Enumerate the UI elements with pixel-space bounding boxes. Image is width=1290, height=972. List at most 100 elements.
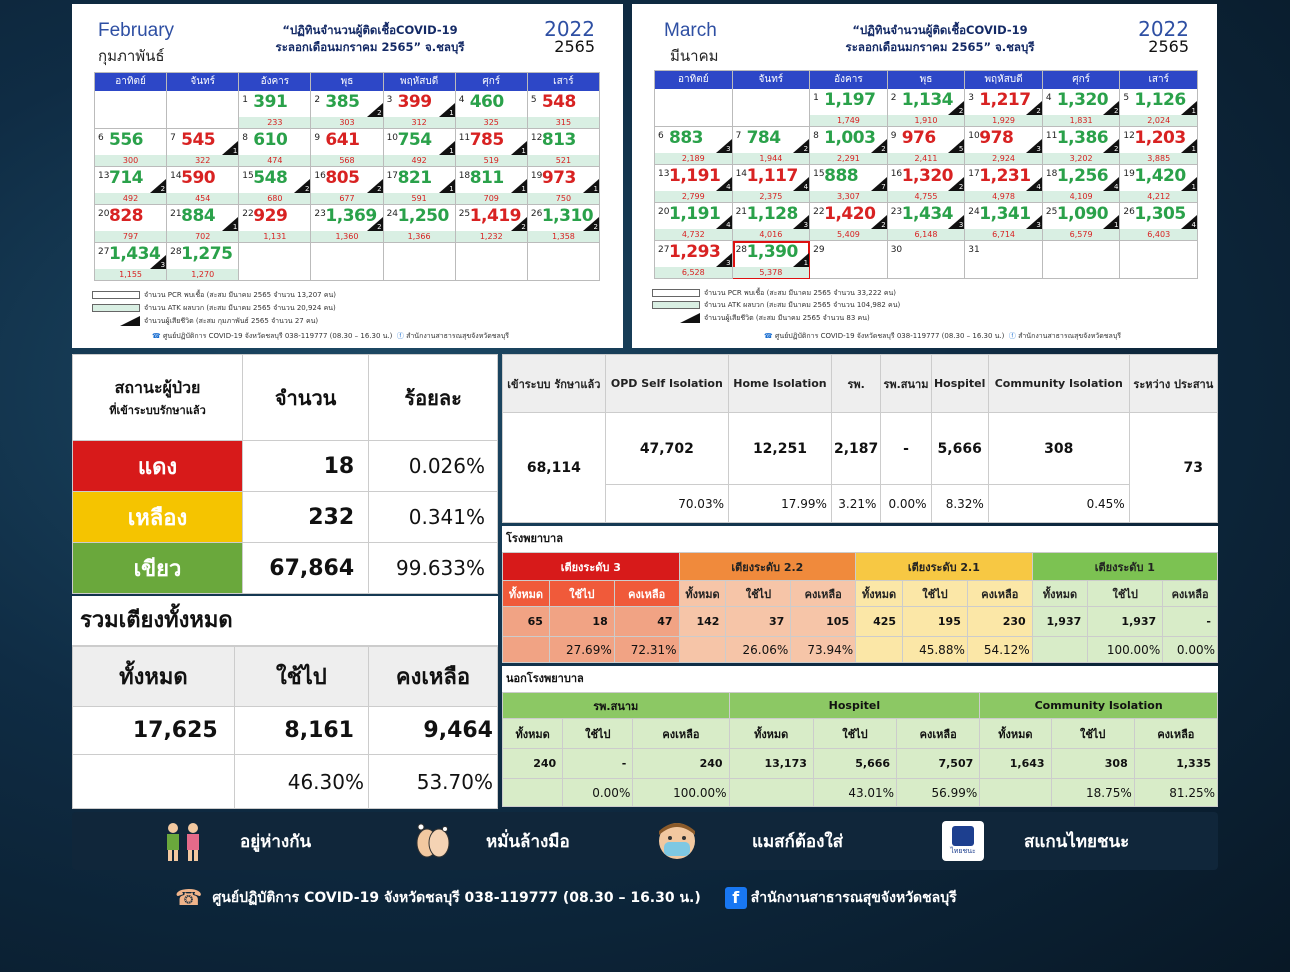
pcr-count: 754	[397, 130, 433, 150]
outside-value: -	[562, 748, 634, 779]
outside-pct: 0.00%	[562, 778, 634, 807]
calendar-day: 23 1,369 1,360 2	[311, 205, 384, 243]
total-beds-title: รวมเตียงทั้งหมด	[72, 596, 498, 646]
day-number: 8	[813, 131, 819, 141]
pcr-count: 1,420	[1134, 166, 1186, 186]
death-marker	[715, 253, 732, 267]
day-number: 15	[242, 171, 254, 181]
bed-value: 425	[855, 606, 904, 637]
legend-atk: จำนวน ATK ผลบวก (สะสม มีนาคม 2565 จำนวน …	[652, 300, 900, 311]
calendar-day: 24 1,341 6,714 3	[965, 203, 1043, 241]
bed-value: 1,937	[1031, 606, 1089, 637]
summary-pct: 0.45%	[987, 484, 1130, 523]
pcr-count: 1,434	[901, 204, 954, 224]
day-number: 4	[1045, 93, 1052, 103]
atk-count: 1,749	[810, 115, 887, 126]
day-number: 25	[1045, 207, 1058, 217]
calendar-grid: อาทิตย์ จันทร์ อังคาร พุธ พฤหัสบดี ศุกร์ เสาร์…	[654, 70, 1198, 279]
pcr-count: 1,003	[824, 128, 876, 148]
calendar-day	[95, 91, 168, 129]
death-marker	[1180, 101, 1197, 115]
beds-total-header: ทั้งหมด	[72, 646, 235, 707]
bed-subheader: ทั้งหมด	[678, 580, 727, 607]
calendar-day: 31	[965, 241, 1043, 279]
calendar-day	[732, 89, 811, 127]
footer-facebook[interactable]: สำนักงานสาธารณสุขจังหวัดชลบุรี	[750, 890, 957, 906]
legend-pcr: จำนวน PCR พบเชื้อ (สะสม มีนาคม 2565 จำนว…	[652, 288, 896, 299]
calendar-day: 14 1,117 2,375 4	[732, 165, 811, 203]
atk-count: 2,291	[810, 153, 887, 164]
pcr-count: 1,275	[181, 244, 233, 264]
calendar-day: 16 1,320 4,755 2	[887, 165, 966, 203]
calendar-day: 1 391 233	[239, 91, 312, 129]
summary-header: Hospitel	[930, 354, 989, 413]
outside-subheader: ทั้งหมด	[728, 718, 814, 749]
death-count: 2	[377, 185, 382, 193]
death-count: 1	[449, 185, 454, 193]
death-marker	[715, 177, 732, 191]
day-number: 3	[386, 95, 393, 105]
day-number: 27	[658, 245, 670, 255]
calendar-day: 18 1,256 4,109 4	[1042, 165, 1121, 203]
atk-count: 6,148	[887, 229, 965, 240]
legend-death: จำนวนผู้เสียชีวิต (สะสม มีนาคม 2565 จำนว…	[652, 313, 870, 324]
calendar-day	[1120, 241, 1198, 279]
summary-value: 5,666	[930, 412, 989, 485]
atk-count: 1,910	[887, 115, 965, 126]
death-marker	[438, 141, 455, 155]
day-number: 27	[98, 247, 110, 257]
atk-count: 1,358	[527, 231, 599, 242]
bed-subheader: ทั้งหมด	[1031, 580, 1089, 607]
facebook-icon[interactable]: f	[724, 887, 747, 909]
death-marker	[366, 217, 383, 231]
pcr-count: 641	[325, 130, 360, 150]
death-count: 7	[881, 183, 886, 191]
weekday-header: อังคาร	[239, 73, 312, 91]
atk-count: 5,378	[732, 267, 810, 278]
death-count: 3	[1036, 145, 1041, 153]
death-marker	[1025, 177, 1042, 191]
calendar-day: 2 1,134 1,910 2	[887, 89, 966, 127]
atk-count: 3,307	[810, 191, 887, 202]
pcr-count: 1,191	[669, 166, 721, 186]
day-number: 6	[98, 133, 104, 143]
beds-used-header: ใช้ไป	[233, 646, 370, 707]
death-marker	[438, 179, 455, 193]
day-number: 26	[1123, 207, 1135, 217]
pcr-count: 976	[901, 128, 937, 148]
day-number: 17	[968, 169, 980, 179]
atk-count: 2,799	[655, 191, 732, 202]
death-count: 3	[726, 145, 731, 153]
pcr-count: 1,126	[1134, 90, 1186, 110]
pcr-count: 784	[746, 128, 782, 148]
atk-count: 2,189	[655, 153, 732, 164]
day-number: 11	[458, 133, 471, 143]
pcr-count: 813	[541, 130, 577, 150]
percent-header: ร้อยละ	[368, 354, 498, 441]
outside-pct	[728, 778, 814, 807]
hand-wash-icon	[410, 818, 456, 864]
death-marker	[948, 215, 965, 229]
bed-pct: 100.00%	[1087, 636, 1164, 663]
calendar-day: 10 978 2,924 3	[965, 127, 1043, 165]
footer-contact: ศูนย์ปฏิบัติการ COVID-19 จังหวัดชลบุรี 0…	[212, 890, 701, 906]
death-count: 1	[803, 259, 809, 267]
death-marker	[793, 177, 810, 191]
day-number: 2	[314, 95, 321, 105]
death-count: 4	[1036, 183, 1041, 191]
pcr-count: 1,420	[824, 204, 876, 224]
bed-subheader: คงเหลือ	[1162, 580, 1218, 607]
calendar-day	[455, 243, 528, 281]
pcr-count: 805	[325, 168, 360, 188]
death-marker	[715, 215, 732, 229]
day-number: 29	[813, 245, 825, 255]
pcr-count: 1,419	[469, 206, 522, 226]
atk-count: 1,944	[732, 153, 810, 164]
death-marker	[715, 139, 732, 153]
calendar-day: 4 1,320 1,831 2	[1042, 89, 1121, 127]
summary-header: เข้าระบบ รักษาแล้ว	[502, 354, 606, 413]
death-marker	[1025, 101, 1042, 115]
bed-pct	[502, 636, 550, 663]
pcr-count: 714	[109, 168, 144, 188]
calendar-day: 2 385 303 2	[311, 91, 384, 129]
